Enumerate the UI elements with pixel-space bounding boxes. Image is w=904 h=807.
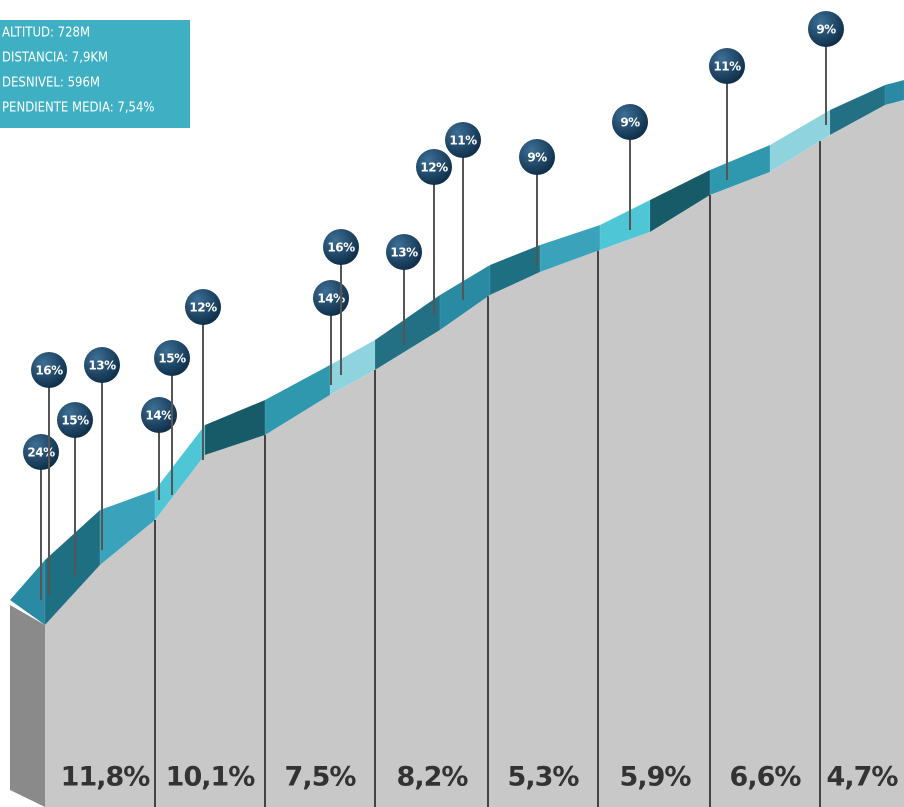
- segment-gradient: 11,8%: [61, 762, 151, 793]
- pin-label: 9%: [620, 116, 640, 130]
- segment-gradient: 6,6%: [730, 762, 802, 793]
- pin-label: 14%: [317, 292, 345, 306]
- info-box: [0, 20, 190, 128]
- profile-face: [45, 100, 904, 807]
- pin-head: [141, 397, 177, 433]
- pin-label: 16%: [35, 364, 63, 378]
- ribbon-segment: [884, 79, 904, 106]
- info-line: DISTANCIA: 7,9KM: [2, 51, 108, 66]
- pin-label: 12%: [189, 301, 217, 315]
- pin-head: [416, 149, 452, 185]
- pin-head: [323, 229, 359, 265]
- pin-label: 14%: [145, 409, 173, 423]
- segment-gradient: 10,1%: [166, 762, 256, 793]
- pin-label: 16%: [327, 241, 355, 255]
- pin-head: [57, 402, 93, 438]
- pin-label: 11%: [713, 60, 741, 74]
- pin-label: 15%: [61, 414, 89, 428]
- pin-label: 9%: [527, 151, 547, 165]
- pin-head: [612, 104, 648, 140]
- pin-head: [709, 48, 745, 84]
- segment-gradient: 8,2%: [397, 762, 469, 793]
- segment-gradient: 4,7%: [827, 762, 899, 793]
- pin-head: [386, 234, 422, 270]
- pin-label: 13%: [88, 359, 116, 373]
- pin-label: 13%: [390, 246, 418, 260]
- info-line: ALTITUD: 728M: [2, 26, 90, 41]
- pin-label: 11%: [449, 134, 477, 148]
- pin-head: [84, 347, 120, 383]
- pin-label: 15%: [158, 352, 186, 366]
- segment-gradient: 5,9%: [620, 762, 692, 793]
- pin-head: [519, 139, 555, 175]
- pin-head: [445, 122, 481, 158]
- segment-gradient: 5,3%: [508, 762, 580, 793]
- pin-head: [31, 352, 67, 388]
- segment-gradient: 7,5%: [285, 762, 357, 793]
- side-face: [10, 605, 45, 807]
- pin-label: 24%: [27, 446, 55, 460]
- pin-head: [154, 340, 190, 376]
- info-line: PENDIENTE MEDIA: 7,54%: [2, 101, 155, 116]
- info-line: DESNIVEL: 596M: [2, 76, 100, 91]
- pin-head: [185, 289, 221, 325]
- pin-label: 9%: [816, 23, 836, 37]
- pin-head: [808, 11, 844, 47]
- pin-label: 12%: [420, 161, 448, 175]
